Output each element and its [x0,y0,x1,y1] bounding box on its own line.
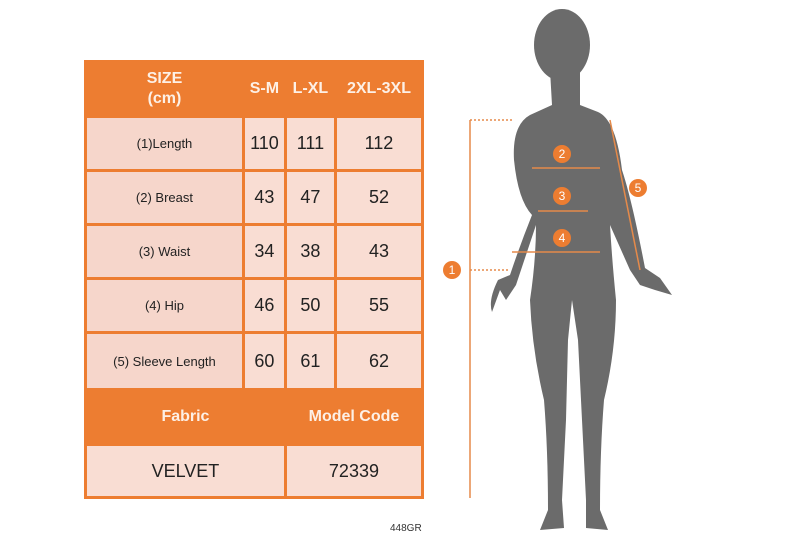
row-label: (2) Breast [84,169,245,226]
body-silhouette-figure: 1 2 3 4 5 [443,9,672,530]
fabric-header: Fabric [84,388,287,446]
marker-1-label: 1 [449,263,456,277]
fabric-value: VELVET [84,443,287,499]
markers: 1 2 3 4 5 [443,145,647,279]
cell: 55 [333,277,425,334]
marker-4 [553,229,571,247]
cell: 52 [333,169,425,226]
table-row: (3) Waist 34 38 43 [84,223,425,280]
silhouette [490,9,672,530]
cell: 112 [333,115,425,172]
marker-4-label: 4 [559,231,566,245]
marker-3 [553,187,571,205]
cell: 47 [283,169,337,226]
footer-row: VELVET 72339 [84,443,425,499]
cell: 111 [283,115,337,172]
cell: 110 [241,115,287,172]
row-label: (5) Sleeve Length [84,331,245,391]
row-label: (1)Length [84,115,245,172]
header-s-m: S-M [241,60,287,118]
cell: 46 [241,277,287,334]
table-row: (2) Breast 43 47 52 [84,169,425,226]
marker-3-label: 3 [559,189,566,203]
marker-2 [553,145,571,163]
cell: 43 [241,169,287,226]
footer-header-row: Fabric Model Code [84,388,425,446]
cell: 43 [333,223,425,280]
marker-2-label: 2 [559,147,566,161]
cell: 34 [241,223,287,280]
marker-5-label: 5 [635,181,642,195]
cell: 38 [283,223,337,280]
table-row: (4) Hip 46 50 55 [84,277,425,334]
cell: 60 [241,331,287,391]
header-row: SIZE (cm) S-M L-XL 2XL-3XL [84,60,425,118]
cell: 61 [283,331,337,391]
table-row: (5) Sleeve Length 60 61 62 [84,331,425,391]
cell: 50 [283,277,337,334]
model-code-header: Model Code [283,388,425,446]
marker-5 [629,179,647,197]
size-chart-table: SIZE (cm) S-M L-XL 2XL-3XL (1)Length 110 1… [84,60,425,499]
marker-1 [443,261,461,279]
header-2xl-3xl: 2XL-3XL [333,60,425,118]
measure-lines [469,119,641,498]
product-code: 448GR [390,523,422,534]
row-label: (3) Waist [84,223,245,280]
row-label: (4) Hip [84,277,245,334]
header-l-xl: L-XL [283,60,337,118]
table-row: (1)Length 110 111 112 [84,115,425,172]
cell: 62 [333,331,425,391]
model-code-value: 72339 [283,443,425,499]
header-size: SIZE (cm) [84,60,245,118]
